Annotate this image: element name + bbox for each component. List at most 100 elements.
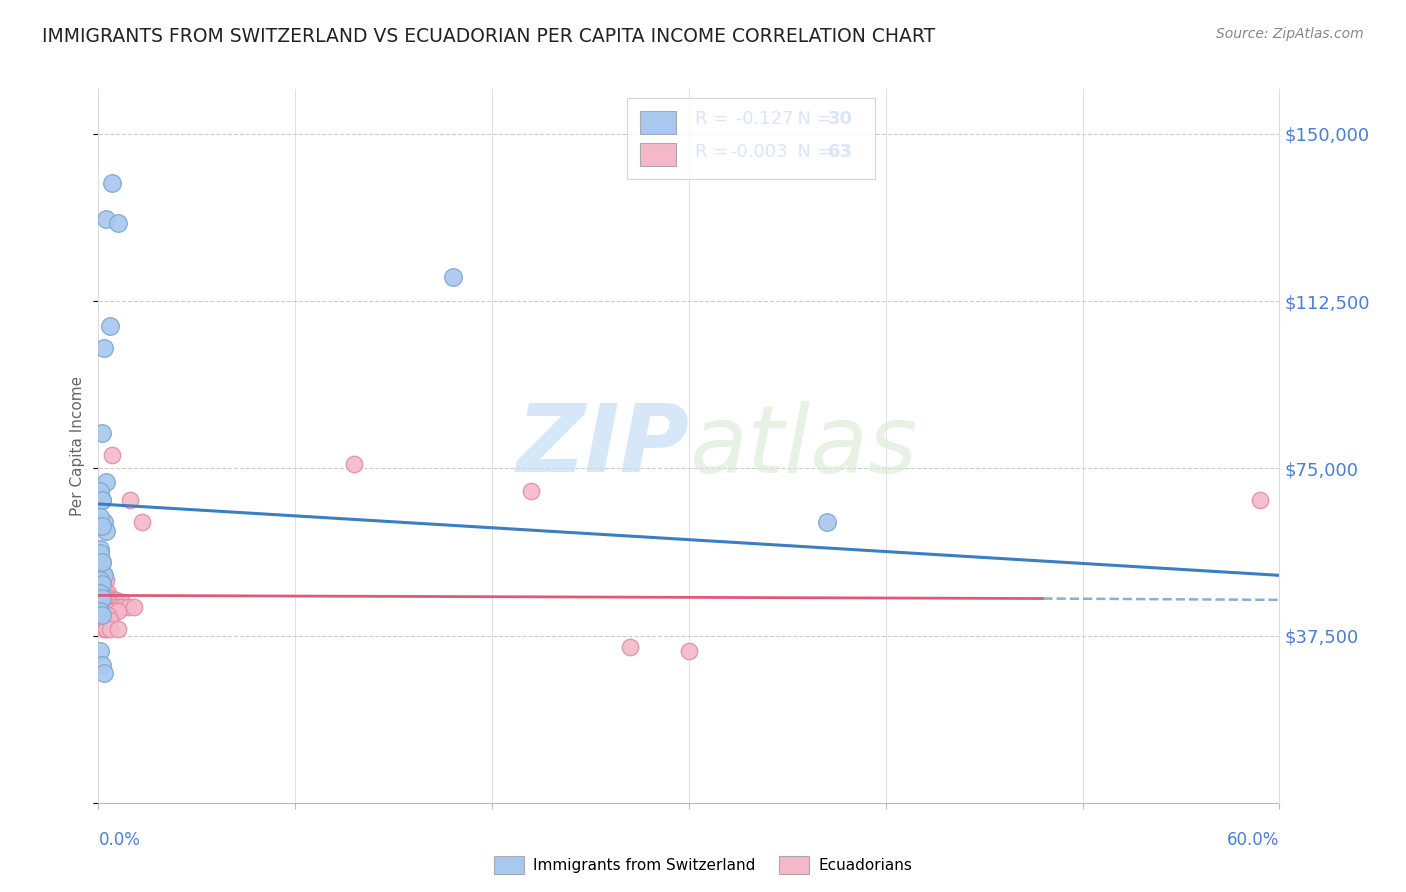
Point	[91, 555, 114, 569]
Point	[98, 592, 121, 607]
Point	[91, 591, 114, 605]
Text: 30: 30	[828, 111, 853, 128]
Point	[89, 546, 111, 560]
Point	[89, 586, 111, 600]
Text: 60.0%: 60.0%	[1227, 831, 1279, 849]
Text: N =: N =	[786, 143, 838, 161]
Point	[89, 573, 111, 587]
Point	[1249, 492, 1271, 507]
Text: ZIP: ZIP	[516, 400, 689, 492]
Point	[91, 595, 114, 609]
Point	[101, 448, 124, 462]
Point	[91, 564, 114, 578]
Text: 63: 63	[828, 143, 853, 161]
Point	[107, 216, 129, 230]
Point	[96, 595, 118, 609]
Point	[93, 595, 115, 609]
Point	[91, 519, 114, 533]
Y-axis label: Per Capita Income: Per Capita Income	[70, 376, 86, 516]
Point	[96, 604, 118, 618]
Text: 0.0%: 0.0%	[98, 831, 141, 849]
Point	[91, 577, 114, 591]
Point	[91, 608, 114, 623]
Point	[93, 568, 115, 582]
Point	[97, 608, 120, 623]
Point	[89, 644, 111, 658]
Point	[96, 211, 118, 226]
Point	[520, 483, 543, 498]
Point	[93, 341, 115, 355]
Point	[91, 608, 114, 623]
Point	[89, 483, 111, 498]
Point	[441, 269, 464, 284]
Point	[93, 604, 115, 618]
Point	[97, 595, 120, 609]
Point	[118, 492, 141, 507]
Point	[91, 425, 114, 440]
Point	[105, 595, 128, 609]
Point	[107, 595, 129, 609]
Point	[97, 586, 120, 600]
Point	[619, 640, 641, 654]
Point	[101, 595, 124, 609]
Point	[96, 475, 118, 489]
Point	[91, 591, 114, 605]
Text: N =: N =	[786, 111, 838, 128]
Point	[98, 613, 121, 627]
Point	[98, 591, 121, 605]
Point	[111, 599, 134, 614]
Point	[101, 176, 124, 190]
Point	[93, 515, 115, 529]
Point	[96, 586, 118, 600]
Point	[93, 586, 115, 600]
Point	[98, 318, 121, 333]
Point	[105, 592, 128, 607]
Legend: Immigrants from Switzerland, Ecuadorians: Immigrants from Switzerland, Ecuadorians	[488, 850, 918, 880]
Point	[93, 599, 115, 614]
Point	[93, 591, 115, 605]
Point	[91, 657, 114, 672]
Point	[91, 599, 114, 614]
Point	[93, 622, 115, 636]
Point	[97, 613, 120, 627]
Text: IMMIGRANTS FROM SWITZERLAND VS ECUADORIAN PER CAPITA INCOME CORRELATION CHART: IMMIGRANTS FROM SWITZERLAND VS ECUADORIA…	[42, 27, 935, 45]
Point	[93, 608, 115, 623]
Point	[815, 515, 838, 529]
Point	[107, 604, 129, 618]
Point	[678, 644, 700, 658]
Point	[111, 595, 134, 609]
Point	[91, 604, 114, 618]
Text: R =: R =	[695, 111, 734, 128]
Point	[101, 592, 124, 607]
Point	[96, 592, 118, 607]
Point	[98, 595, 121, 609]
Point	[96, 573, 118, 587]
Point	[343, 457, 366, 471]
Point	[91, 492, 114, 507]
Text: Source: ZipAtlas.com: Source: ZipAtlas.com	[1216, 27, 1364, 41]
Point	[96, 599, 118, 614]
Point	[91, 555, 114, 569]
Point	[91, 592, 114, 607]
Point	[89, 604, 111, 618]
Point	[91, 492, 114, 507]
Point	[131, 515, 153, 529]
Text: atlas: atlas	[689, 401, 917, 491]
Point	[96, 591, 118, 605]
Point	[107, 622, 129, 636]
Point	[107, 599, 129, 614]
Point	[93, 582, 115, 596]
Legend:                               ,                               : ,	[627, 98, 876, 179]
Point	[93, 568, 115, 582]
Point	[93, 613, 115, 627]
Point	[98, 622, 121, 636]
Text: R =: R =	[695, 143, 734, 161]
Point	[98, 599, 121, 614]
Point	[96, 622, 118, 636]
Point	[117, 599, 139, 614]
Point	[93, 592, 115, 607]
Point	[89, 541, 111, 556]
Point	[103, 595, 125, 609]
Text: -0.127: -0.127	[730, 111, 794, 128]
Point	[96, 608, 118, 623]
